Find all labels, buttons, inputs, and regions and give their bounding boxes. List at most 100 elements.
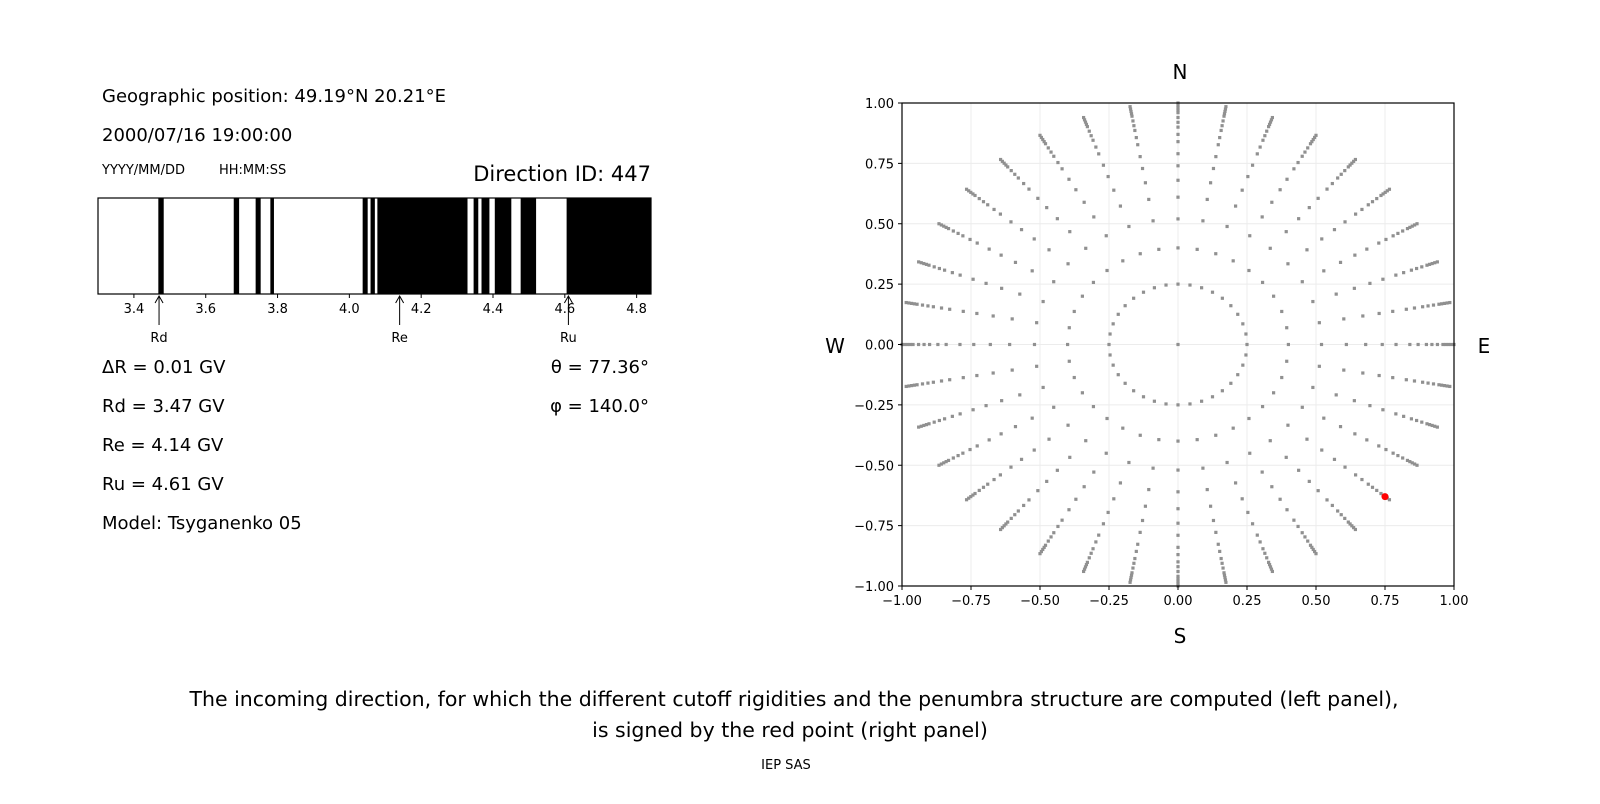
direction-point [1346,520,1350,524]
geographic-position: Geographic position: 49.19°N 20.21°E [102,86,446,107]
direction-point [1112,188,1116,192]
direction-point [1313,135,1317,140]
direction-point [1097,152,1101,156]
direction-point [1087,556,1091,560]
direction-point [1437,302,1441,306]
direction-point [1066,342,1070,347]
direction-point [1083,565,1088,569]
direction-point [972,342,976,347]
direction-point [1082,115,1086,120]
x-tick-label: 4.4 [483,302,504,317]
direction-point [968,237,972,242]
direction-point [1116,312,1120,316]
compass-north: N [1173,60,1188,84]
direction-point [1246,174,1250,179]
direction-point [1118,481,1123,485]
direction-point [1068,455,1072,459]
direction-point [1129,109,1133,114]
direction-point [1112,497,1116,501]
direction-point [975,241,979,245]
direction-point [917,425,921,429]
direction-point [1108,332,1112,336]
direction-point [1415,266,1419,271]
direction-point [1083,120,1088,124]
direction-point [942,268,947,272]
direction-point [1043,543,1048,547]
direction-point [1118,204,1123,208]
direction-point [975,373,979,378]
direction-point [967,189,971,193]
direction-point [1402,271,1406,275]
direction-point [1317,364,1321,368]
x-tick-label: 4.8 [626,302,647,317]
direction-point [1408,342,1412,347]
direction-point [1385,189,1389,193]
direction-point [1223,107,1228,111]
direction-point [1046,146,1050,150]
direction-point [1353,212,1358,216]
direction-point [942,224,946,228]
direction-point [1132,389,1136,393]
rd-value: Rd = 3.47 GV [102,396,225,417]
direction-point [937,266,941,271]
direction-point [1018,393,1022,397]
direction-point [1067,359,1071,363]
direction-point [1316,196,1320,200]
direction-point [1342,368,1346,372]
direction-point [931,380,935,384]
direction-point [1336,509,1340,513]
direction-point [1284,455,1288,459]
direction-point [1316,489,1320,493]
x-tick-label: 1.00 [1440,594,1469,609]
y-tick-label: −0.50 [854,459,894,474]
direction-point [1222,114,1226,118]
direction-point [1267,560,1271,564]
direction-point [968,447,972,452]
direction-point [1268,246,1272,250]
direction-point [1364,342,1368,347]
direction-point [1072,375,1076,380]
direction-point [1448,300,1452,305]
direction-point [1030,416,1034,420]
direction-point [1265,129,1269,133]
direction-point [1141,290,1146,294]
direction-point [932,420,936,424]
direction-point [1311,299,1315,304]
direction-point [939,306,944,310]
direction-point [1041,137,1045,142]
direction-point [1263,551,1267,555]
direction-point [1444,342,1448,347]
direction-point [1104,451,1108,455]
direction-point [964,498,969,502]
direction-point [1286,423,1290,427]
direction-point [1188,283,1192,287]
direction-point [1233,204,1238,208]
direction-point [1426,304,1430,308]
direction-point [1297,217,1301,221]
direction-point [1348,163,1352,167]
direction-point [967,496,971,500]
direction-point [1214,252,1218,256]
direction-point [907,301,911,305]
direction-point [1231,259,1235,263]
direction-point [1375,196,1379,201]
arrow-head [154,294,164,304]
time-format-label: HH:MM:SS [219,163,286,178]
direction-point [1176,195,1180,199]
direction-point [1305,248,1309,252]
direction-point [920,382,925,386]
direction-point [1080,294,1084,298]
direction-point [1426,381,1430,385]
direction-point [1019,457,1024,461]
direction-point [912,302,916,306]
direction-point [1297,468,1301,472]
direction-point [1263,134,1267,138]
phi-value: φ = 140.0° [550,396,649,417]
direction-point [1211,166,1216,171]
direction-point [1431,382,1436,386]
direction-point [1045,206,1049,210]
direction-point [975,444,979,448]
direction-point [1000,399,1004,403]
direction-point [1330,503,1334,508]
direction-point [1381,277,1385,281]
